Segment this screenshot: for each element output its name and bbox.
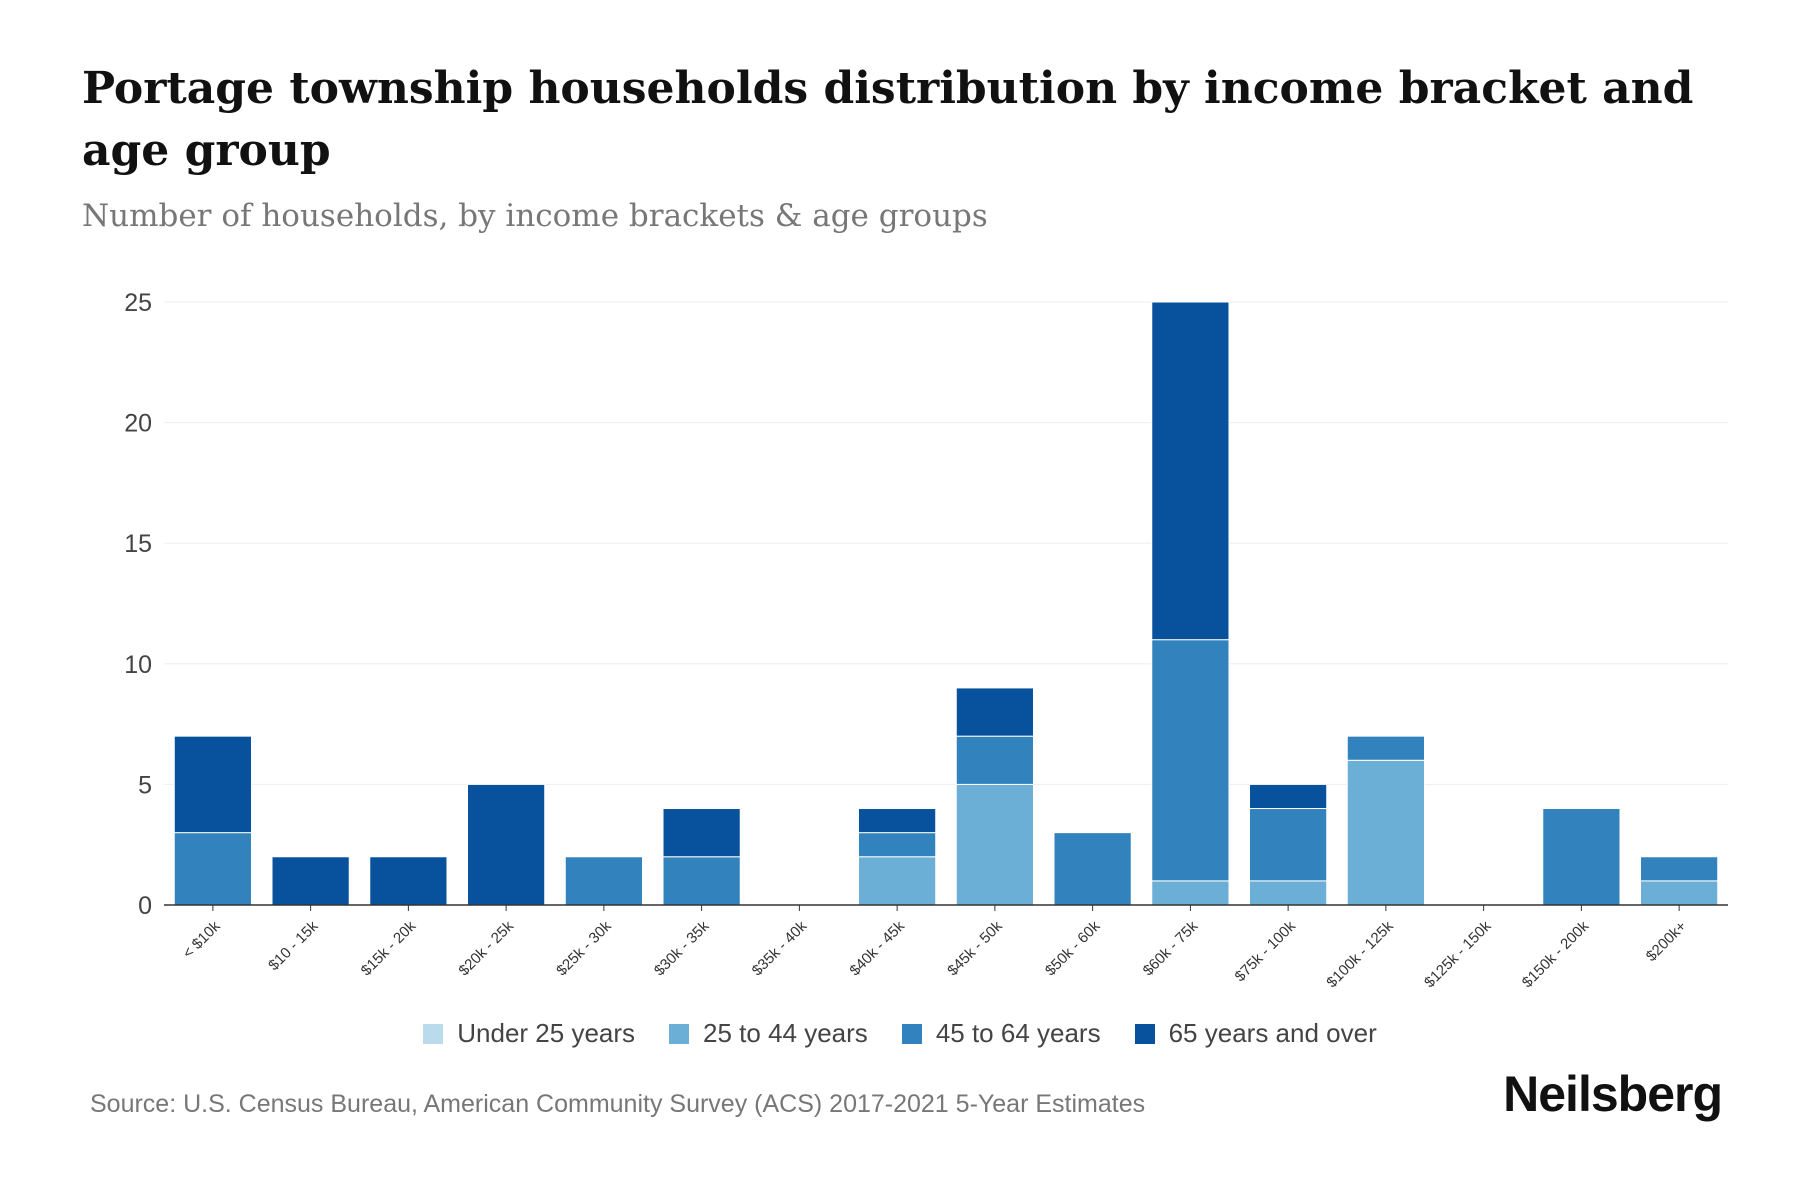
bar-segment [1640,880,1719,906]
legend-label: 65 years and over [1168,1018,1377,1048]
bar-segment [955,783,1034,906]
legend-item: 65 years and over [1134,1018,1377,1049]
legend-item: 45 to 64 years [901,1018,1101,1049]
y-tick-label: 15 [124,530,152,558]
x-tick-label: $30k - 35k [651,917,713,979]
x-tick-label: < $10k [180,917,225,962]
legend-label: Under 25 years [457,1018,636,1048]
bar-segment [1151,301,1230,641]
chart-subtitle: Number of households, by income brackets… [82,198,988,234]
x-tick-label: $125k - 150k [1421,917,1495,991]
neilsberg-logo: Neilsberg [1503,1066,1723,1122]
x-tick-label: $35k - 40k [749,917,811,979]
y-tick-label: 0 [138,892,152,920]
x-tick-label: $50k - 60k [1042,917,1104,979]
x-tick-label: $40k - 45k [846,917,908,979]
legend-item: Under 25 years [423,1018,635,1049]
y-tick-label: 5 [138,771,152,799]
bar-segment [1249,808,1328,882]
legend-label: 25 to 44 years [703,1018,868,1048]
bar-segment [1053,832,1132,906]
bar-segment [467,783,546,906]
legend-swatch [1134,1023,1155,1044]
bar-segment [1249,880,1328,906]
legend-swatch [669,1023,690,1044]
bar-segment [1151,639,1230,882]
bar-segment [858,808,937,834]
bar-segment [173,735,252,834]
bar-segment [173,832,252,906]
bar-segment [1640,856,1719,882]
y-tick-label: 20 [124,410,152,438]
x-tick-label: $15k - 20k [358,917,420,979]
x-tick-label: $10 - 15k [265,917,322,974]
x-tick-label: $100k - 125k [1323,917,1397,991]
bar-segment [858,832,937,858]
bar-segment [369,856,448,906]
x-tick-label: $200k+ [1643,918,1690,965]
x-tick-label: $45k - 50k [944,917,1006,979]
legend-swatch [423,1023,444,1044]
bar-segment [955,687,1034,737]
legend-swatch [901,1023,922,1044]
bar-segment [271,856,350,906]
chart-plot: 0 5 10 15 20 25 < $10k $10 - 15k $15k - 20k $20k … [124,289,1728,991]
bar-segment [564,856,643,906]
y-tick-label: 25 [124,289,152,317]
chart-title: Portage township households distribution… [82,63,1694,176]
legend-label: 45 to 64 years [935,1018,1101,1048]
x-tick-label: $150k - 200k [1519,917,1593,991]
x-tick-label: $75k - 100k [1232,917,1300,985]
bar-segment [662,808,741,858]
bar-segment [1346,759,1425,906]
x-tick-label: $20k - 25k [455,917,517,979]
bar-segment [955,735,1034,785]
legend: Under 25 years 25 to 44 years 45 to 64 yea… [0,1018,1800,1049]
source-note: Source: U.S. Census Bureau, American Com… [90,1090,1146,1118]
x-tick-label: $60k - 75k [1140,917,1202,979]
bar-segment [1249,783,1328,810]
bar-segment [1346,735,1425,761]
bar-segment [858,856,937,906]
bar-segment [1542,808,1621,906]
bar-segment [1151,880,1230,906]
x-tick-label: $25k - 30k [553,917,615,979]
y-tick-label: 10 [124,651,152,679]
bar-segment [662,856,741,906]
legend-item: 25 to 44 years [669,1018,868,1049]
